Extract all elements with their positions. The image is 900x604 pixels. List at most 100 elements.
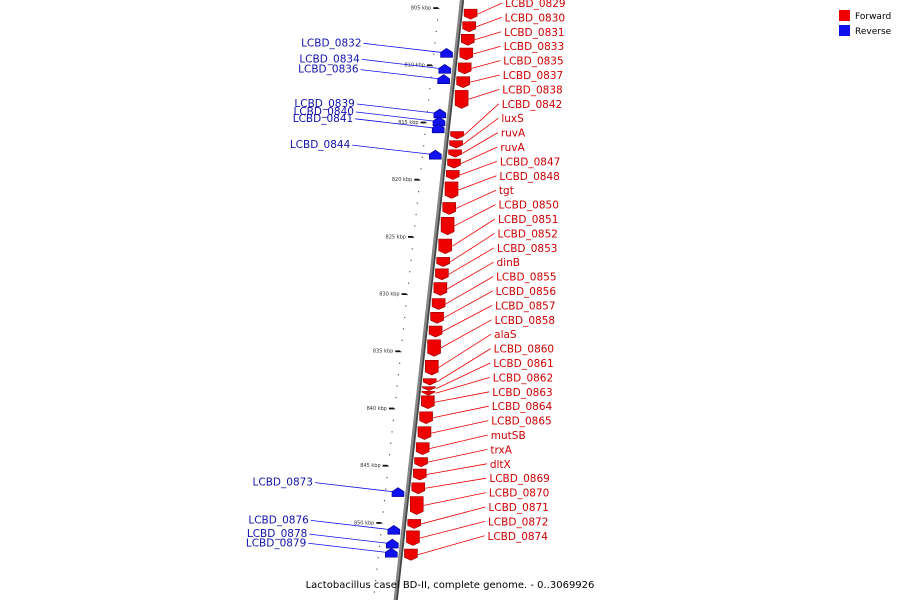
forward-gene-label[interactable]: LCBD_0865 xyxy=(491,416,551,428)
forward-gene-label[interactable]: LCBD_0831 xyxy=(504,27,564,39)
reverse-gene-label[interactable]: LCBD_0832 xyxy=(301,37,361,49)
reverse-gene-mark[interactable] xyxy=(428,149,442,160)
legend-item-reverse[interactable]: Reverse xyxy=(839,25,892,37)
forward-gene-label[interactable]: LCBD_0850 xyxy=(498,200,558,212)
forward-gene-mark[interactable] xyxy=(422,386,436,391)
forward-gene-mark[interactable] xyxy=(463,8,478,20)
forward-gene-label[interactable]: mutSB xyxy=(491,430,526,442)
forward-gene-mark[interactable] xyxy=(433,282,448,296)
forward-gene-label[interactable]: ruvA xyxy=(501,128,526,140)
forward-gene-label[interactable]: LCBD_0870 xyxy=(489,488,549,500)
forward-gene-label[interactable]: LCBD_0855 xyxy=(496,272,556,284)
forward-gene-mark[interactable] xyxy=(411,482,426,495)
forward-gene-label[interactable]: LCBD_0838 xyxy=(502,84,562,96)
reverse-gene-label[interactable]: LCBD_0876 xyxy=(248,514,309,526)
reverse-gene-label[interactable]: LCBD_0878 xyxy=(247,528,307,540)
reverse-gene-label[interactable]: LCBD_0839 xyxy=(294,98,354,110)
reverse-gene-mark[interactable] xyxy=(438,63,452,74)
reverse-gene-label[interactable]: LCBD_0844 xyxy=(290,139,351,151)
forward-gene-mark[interactable] xyxy=(409,496,424,515)
forward-gene-mark[interactable] xyxy=(422,378,437,386)
forward-gene-mark[interactable] xyxy=(457,62,472,75)
forward-gene-label[interactable]: LCBD_0842 xyxy=(502,99,562,111)
forward-gene-mark[interactable] xyxy=(442,202,457,215)
forward-gene-mark[interactable] xyxy=(407,519,422,529)
forward-gene-mark[interactable] xyxy=(436,257,450,267)
forward-gene-label[interactable]: dinB xyxy=(497,257,520,269)
forward-gene-label[interactable]: LCBD_0860 xyxy=(494,344,554,356)
forward-gene-label[interactable]: alaS xyxy=(494,329,517,341)
forward-gene-mark[interactable] xyxy=(448,149,462,158)
reverse-gene-label[interactable]: LCBD_0879 xyxy=(246,537,306,549)
forward-gene-mark[interactable] xyxy=(456,76,470,88)
reverse-gene-label[interactable]: LCBD_0841 xyxy=(293,113,353,125)
legend-item-forward[interactable]: Forward xyxy=(839,10,891,22)
forward-gene-mark[interactable] xyxy=(415,442,430,455)
forward-gene-mark[interactable] xyxy=(419,411,433,425)
forward-gene-mark[interactable] xyxy=(435,268,449,281)
forward-gene-mark[interactable] xyxy=(454,90,469,109)
reverse-gene-label[interactable]: LCBD_0836 xyxy=(298,64,359,76)
forward-gene-mark[interactable] xyxy=(424,360,439,376)
forward-gene-mark[interactable] xyxy=(438,238,452,255)
forward-gene-label[interactable]: LCBD_0871 xyxy=(488,502,548,514)
forward-gene-label[interactable]: trxA xyxy=(490,444,512,456)
reverse-gene-mark[interactable] xyxy=(433,108,447,119)
forward-gene-label[interactable]: LCBD_0864 xyxy=(492,401,553,413)
forward-gene-label[interactable]: tgt xyxy=(499,185,514,197)
reverse-gene-mark[interactable] xyxy=(386,538,399,549)
reverse-gene-mark[interactable] xyxy=(440,47,453,58)
forward-gene-label[interactable]: LCBD_0835 xyxy=(503,56,563,68)
forward-gene-label[interactable]: LCBD_0830 xyxy=(505,12,565,24)
reverse-gene-mark[interactable] xyxy=(437,74,450,84)
forward-gene-label[interactable]: LCBD_0833 xyxy=(504,41,564,53)
forward-gene-mark[interactable] xyxy=(462,21,477,33)
forward-gene-mark[interactable] xyxy=(417,426,432,440)
forward-gene-label[interactable]: LCBD_0861 xyxy=(493,358,553,370)
forward-gene-label[interactable]: LCBD_0869 xyxy=(489,473,549,485)
forward-gene-label[interactable]: dltX xyxy=(490,459,511,471)
forward-gene-mark[interactable] xyxy=(404,548,418,561)
reverse-gene-label[interactable]: LCBD_0834 xyxy=(299,53,360,65)
forward-gene-mark[interactable] xyxy=(427,339,441,357)
forward-gene-label[interactable]: LCBD_0856 xyxy=(496,286,557,298)
forward-gene-mark[interactable] xyxy=(440,217,455,236)
forward-gene-mark[interactable] xyxy=(414,457,428,468)
forward-gene-mark[interactable] xyxy=(406,530,420,546)
forward-gene-label[interactable]: LCBD_0857 xyxy=(495,300,555,312)
forward-gene-label[interactable]: LCBD_0863 xyxy=(492,387,552,399)
forward-gene-label[interactable]: LCBD_0858 xyxy=(495,315,555,327)
forward-gene-label[interactable]: LCBD_0837 xyxy=(503,70,563,82)
reverse-gene-mark[interactable] xyxy=(387,525,401,535)
forward-gene-mark[interactable] xyxy=(428,325,443,338)
reverse-gene-mark[interactable] xyxy=(431,123,445,134)
forward-gene-mark[interactable] xyxy=(444,181,459,199)
forward-gene-mark[interactable] xyxy=(449,140,463,149)
forward-gene-mark[interactable] xyxy=(461,34,475,46)
forward-gene-mark[interactable] xyxy=(430,312,444,324)
forward-gene-label[interactable]: LCBD_0847 xyxy=(500,156,560,168)
forward-gene-label[interactable]: LCBD_0862 xyxy=(493,372,553,384)
reverse-gene-label[interactable]: LCBD_0840 xyxy=(294,106,354,118)
reverse-gene-label[interactable]: LCBD_0873 xyxy=(253,477,313,489)
forward-gene-label[interactable]: LCBD_0829 xyxy=(505,0,565,10)
forward-gene-mark[interactable] xyxy=(421,390,436,396)
forward-gene-label[interactable]: ruvA xyxy=(500,142,525,154)
reverse-gene-mark[interactable] xyxy=(432,116,446,127)
forward-gene-label[interactable]: LCBD_0851 xyxy=(498,214,558,226)
forward-gene-label[interactable]: LCBD_0874 xyxy=(487,531,548,543)
forward-gene-label[interactable]: LCBD_0853 xyxy=(497,243,557,255)
forward-gene-mark[interactable] xyxy=(450,131,464,140)
reverse-gene-mark[interactable] xyxy=(391,487,405,497)
forward-gene-mark[interactable] xyxy=(445,170,460,180)
forward-gene-mark[interactable] xyxy=(447,158,461,169)
forward-gene-label[interactable]: LCBD_0848 xyxy=(499,171,559,183)
forward-gene-label[interactable]: LCBD_0852 xyxy=(497,228,557,240)
forward-gene-label[interactable]: LCBD_0872 xyxy=(488,516,548,528)
forward-gene-mark[interactable] xyxy=(459,47,474,61)
forward-gene-mark[interactable] xyxy=(431,298,446,310)
reverse-gene-mark[interactable] xyxy=(385,547,398,558)
forward-gene-label[interactable]: luxS xyxy=(501,113,524,125)
forward-gene-mark[interactable] xyxy=(412,468,427,481)
forward-gene-mark[interactable] xyxy=(421,395,435,409)
